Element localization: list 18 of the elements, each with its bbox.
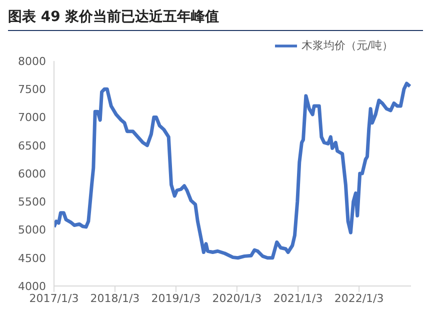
legend-label: 木浆均价（元/吨） — [301, 39, 393, 52]
chart-title: 图表 49 浆价当前已达近五年峰值 — [8, 8, 423, 31]
y-tick-label: 5500 — [18, 196, 46, 209]
y-tick-label: 7500 — [18, 83, 46, 96]
y-tick-label: 6000 — [18, 167, 46, 180]
x-tick-label: 2022/1/3 — [334, 292, 384, 305]
x-tick-label: 2017/1/3 — [29, 292, 79, 305]
y-tick-label: 6500 — [18, 139, 46, 152]
y-tick-label: 4500 — [18, 252, 46, 265]
y-tick-label: 5000 — [18, 224, 46, 237]
x-tick-label: 2018/1/3 — [90, 292, 140, 305]
y-tick-label: 4000 — [18, 280, 46, 293]
x-tick-label: 2020/1/3 — [212, 292, 262, 305]
line-series — [54, 82, 411, 260]
x-tick-label: 2021/1/3 — [273, 292, 323, 305]
y-tick-label: 7000 — [18, 111, 46, 124]
y-tick-label: 8000 — [18, 54, 46, 68]
x-tick-label: 2019/1/3 — [151, 292, 201, 305]
